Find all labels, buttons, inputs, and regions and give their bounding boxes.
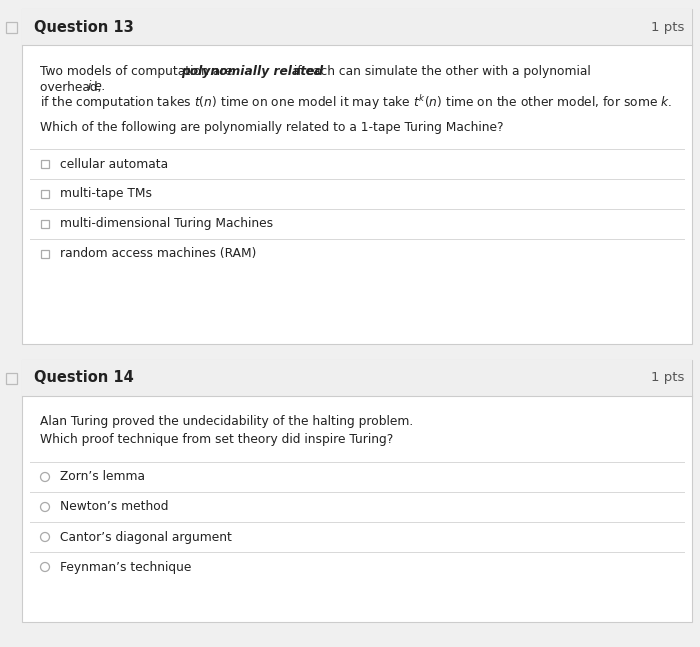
Bar [22,9,692,344]
Circle shape [41,562,50,571]
Text: if each can simulate the other with a polynomial: if each can simulate the other with a po… [290,65,590,78]
Bar [41,250,49,258]
Text: polynomially related: polynomially related [181,65,323,78]
Text: cellular automata: cellular automata [60,157,168,171]
Text: Question 14: Question 14 [34,371,134,386]
Text: i.e.: i.e. [88,80,106,94]
Bar [41,190,49,198]
Circle shape [41,532,50,542]
Bar [6,21,17,32]
Text: 1 pts: 1 pts [650,371,684,384]
Bar [41,160,49,168]
Bar [22,360,692,396]
Text: 1 pts: 1 pts [650,21,684,34]
Bar [41,220,49,228]
Text: Feynman’s technique: Feynman’s technique [60,560,191,573]
Text: Alan Turing proved the undecidability of the halting problem.: Alan Turing proved the undecidability of… [40,415,413,428]
Text: multi-dimensional Turing Machines: multi-dimensional Turing Machines [60,217,273,230]
Text: Cantor’s diagonal argument: Cantor’s diagonal argument [60,531,232,543]
Circle shape [41,472,50,481]
Text: multi-tape TMs: multi-tape TMs [60,188,152,201]
Text: random access machines (RAM): random access machines (RAM) [60,248,256,261]
Text: Newton’s method: Newton’s method [60,501,169,514]
Text: Question 13: Question 13 [34,19,134,34]
Text: Which proof technique from set theory did inspire Turing?: Which proof technique from set theory di… [40,433,393,446]
Text: Which of the following are polynomially related to a 1-tape Turing Machine?: Which of the following are polynomially … [40,120,503,133]
Text: Zorn’s lemma: Zorn’s lemma [60,470,145,483]
Text: overhead,: overhead, [40,80,106,94]
Bar [6,373,17,384]
Circle shape [41,503,50,512]
Bar [22,9,692,45]
Text: if the computation takes $t(n)$ time on one model it may take $t^k(n)$ time on t: if the computation takes $t(n)$ time on … [40,94,672,113]
Bar [22,360,692,622]
Text: Two models of computation are: Two models of computation are [40,65,237,78]
